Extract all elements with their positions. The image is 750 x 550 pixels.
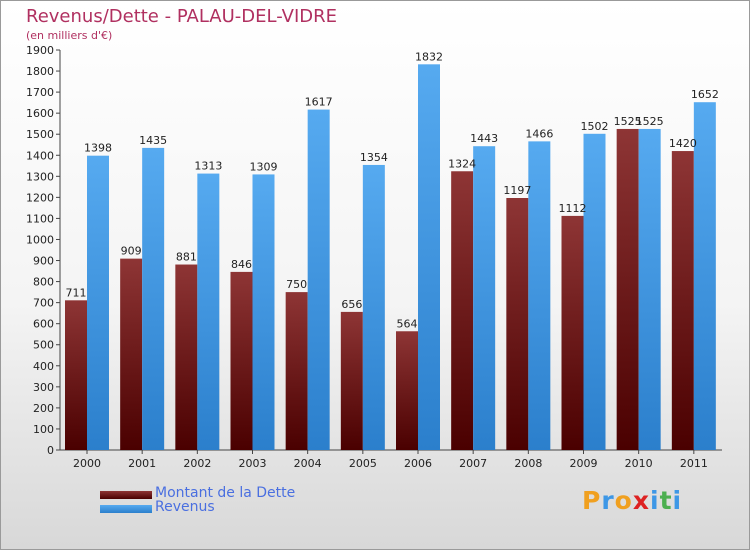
data-label-revenus-2011: 1652 xyxy=(691,88,719,101)
x-tick-label-2000: 2000 xyxy=(73,457,101,470)
x-tick-label-2011: 2011 xyxy=(680,457,708,470)
data-label-dette-2010: 1525 xyxy=(614,115,642,128)
data-label-dette-2009: 1112 xyxy=(559,202,587,215)
bar-dette-2001 xyxy=(120,258,143,450)
y-tick-label: 800 xyxy=(33,276,54,289)
logo-letter: i xyxy=(650,486,660,515)
y-tick-label: 1500 xyxy=(26,128,54,141)
data-label-dette-2005: 656 xyxy=(341,298,362,311)
bar-dette-2009 xyxy=(561,215,584,450)
logo-letter: t xyxy=(659,486,673,515)
bar-revenus-2006 xyxy=(418,64,440,450)
x-tick-label-2001: 2001 xyxy=(128,457,156,470)
data-label-revenus-2010: 1525 xyxy=(636,115,664,128)
legend-swatch-revenus xyxy=(100,505,152,513)
bar-dette-2002 xyxy=(175,264,198,450)
bar-dette-2006 xyxy=(396,331,418,450)
data-label-revenus-2006: 1832 xyxy=(415,50,443,63)
bars xyxy=(65,64,716,451)
data-label-dette-2006: 564 xyxy=(397,317,418,330)
data-label-dette-2007: 1324 xyxy=(448,157,476,170)
data-label-revenus-2003: 1309 xyxy=(250,160,278,173)
data-labels: 711 1398 909 1435 881 1313 846 1309 750 1617 656 13… xyxy=(66,50,719,330)
bar-revenus-2004 xyxy=(307,109,330,450)
data-label-dette-2000: 711 xyxy=(66,286,87,299)
y-tick-label: 1200 xyxy=(26,191,54,204)
bar-revenus-2003 xyxy=(252,174,275,450)
data-label-revenus-2004: 1617 xyxy=(305,96,333,109)
bar-dette-2003 xyxy=(230,271,253,450)
data-label-dette-2001: 909 xyxy=(121,245,142,258)
legend-label-dette: Montant de la Dette xyxy=(155,485,296,501)
bar-dette-2005 xyxy=(340,311,363,450)
y-tick-label: 1000 xyxy=(26,233,54,246)
bar-dette-2008 xyxy=(506,198,529,450)
logo-letter: i xyxy=(672,486,683,515)
y-tick-label: 200 xyxy=(33,402,54,415)
y-tick-label: 1400 xyxy=(26,149,54,162)
bar-revenus-2001 xyxy=(142,147,165,451)
x-tick-label-2007: 2007 xyxy=(459,457,487,470)
bar-dette-2007 xyxy=(451,171,474,450)
y-tick-label: 1100 xyxy=(26,212,54,225)
data-label-revenus-2007: 1443 xyxy=(470,132,498,145)
bar-revenus-2010 xyxy=(638,128,661,450)
x-tick-label-2008: 2008 xyxy=(514,457,542,470)
y-tick-label: 1300 xyxy=(26,170,54,183)
bar-revenus-2005 xyxy=(362,164,385,450)
logo-letter: r xyxy=(601,486,615,515)
data-label-dette-2003: 846 xyxy=(231,258,252,271)
bar-revenus-2009 xyxy=(583,133,606,450)
y-tick-label: 1800 xyxy=(26,65,54,78)
bar-dette-2010 xyxy=(616,128,639,450)
axes: 0 100 200 300 400 500 600 700 800 900 1000 1100 1200… xyxy=(26,44,722,470)
bar-dette-2004 xyxy=(285,292,308,450)
y-tick-label: 600 xyxy=(33,318,54,331)
logo-letter: P xyxy=(582,486,602,515)
x-tick-label-2006: 2006 xyxy=(404,457,432,470)
legend-label-revenus: Revenus xyxy=(155,499,215,515)
legend-swatch-dette xyxy=(100,491,152,499)
data-label-dette-2002: 881 xyxy=(176,251,197,264)
chart-title: Revenus/Dette - PALAU-DEL-VIDRE xyxy=(26,6,338,27)
x-tick-label-2003: 2003 xyxy=(239,457,267,470)
y-tick-label: 0 xyxy=(47,444,54,457)
data-label-revenus-2005: 1354 xyxy=(360,151,388,164)
y-tick-label: 100 xyxy=(33,423,54,436)
bar-dette-2000 xyxy=(65,300,87,450)
y-tick-label: 300 xyxy=(33,381,54,394)
bar-revenus-2007 xyxy=(473,146,496,451)
y-tick-label: 1900 xyxy=(26,44,54,57)
x-tick-label-2010: 2010 xyxy=(625,457,653,470)
y-tick-label: 400 xyxy=(33,360,54,373)
y-tick-label: 500 xyxy=(33,339,54,352)
data-label-dette-2008: 1197 xyxy=(503,184,531,197)
bar-revenus-2002 xyxy=(197,173,220,450)
logo-letter: o xyxy=(614,486,633,515)
y-tick-label: 700 xyxy=(33,297,54,310)
bar-revenus-2000 xyxy=(87,155,109,450)
data-label-revenus-2002: 1313 xyxy=(194,160,222,173)
data-label-revenus-2009: 1502 xyxy=(581,120,609,133)
bar-revenus-2008 xyxy=(528,141,551,451)
data-label-revenus-2001: 1435 xyxy=(139,134,167,147)
data-label-dette-2011: 1420 xyxy=(669,137,697,150)
x-tick-label-2009: 2009 xyxy=(570,457,598,470)
y-tick-label: 1700 xyxy=(26,86,54,99)
bar-dette-2011 xyxy=(671,151,694,451)
data-label-revenus-2008: 1466 xyxy=(525,127,553,140)
y-tick-label: 1600 xyxy=(26,107,54,120)
chart-subtitle: (en milliers d'€) xyxy=(26,29,113,42)
data-label-revenus-2000: 1398 xyxy=(84,142,112,155)
x-tick-label-2002: 2002 xyxy=(183,457,211,470)
data-label-dette-2004: 750 xyxy=(286,278,307,291)
bar-revenus-2011 xyxy=(693,102,716,451)
proxiti-logo: Proxiti xyxy=(582,486,682,526)
x-tick-label-2005: 2005 xyxy=(349,457,377,470)
x-tick-label-2004: 2004 xyxy=(294,457,322,470)
y-tick-label: 900 xyxy=(33,255,54,268)
logo-letter: x xyxy=(632,486,650,515)
